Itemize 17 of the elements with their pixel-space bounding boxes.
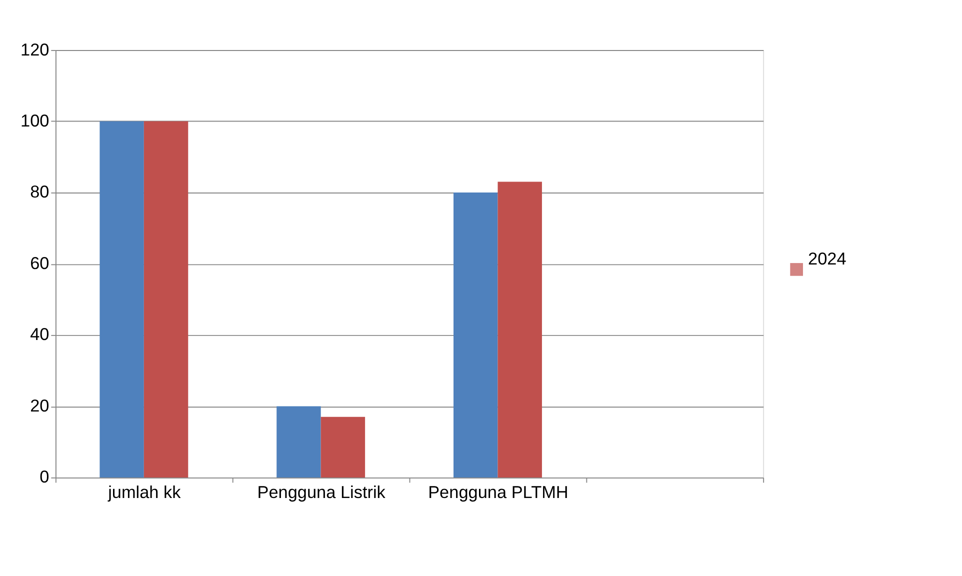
bar bbox=[498, 182, 542, 478]
legend-label: 2024 bbox=[808, 248, 847, 269]
y-tick-label: 60 bbox=[30, 252, 50, 273]
bar bbox=[100, 121, 144, 478]
y-tick-label: 80 bbox=[30, 182, 50, 202]
y-tick-label: 20 bbox=[30, 395, 50, 416]
y-tick-label: 40 bbox=[30, 324, 50, 344]
x-tick-label: Pengguna Listrik bbox=[257, 482, 386, 502]
bar bbox=[144, 121, 188, 478]
bar bbox=[276, 406, 321, 478]
bar bbox=[320, 416, 366, 478]
x-tick-label: jumlah kk bbox=[107, 482, 182, 502]
bar bbox=[454, 192, 498, 478]
y-tick-label: 100 bbox=[20, 110, 50, 130]
y-tick-label: 120 bbox=[20, 39, 50, 60]
y-tick-label: 0 bbox=[40, 466, 50, 487]
x-tick-label: Pengguna PLTMH bbox=[428, 482, 568, 502]
